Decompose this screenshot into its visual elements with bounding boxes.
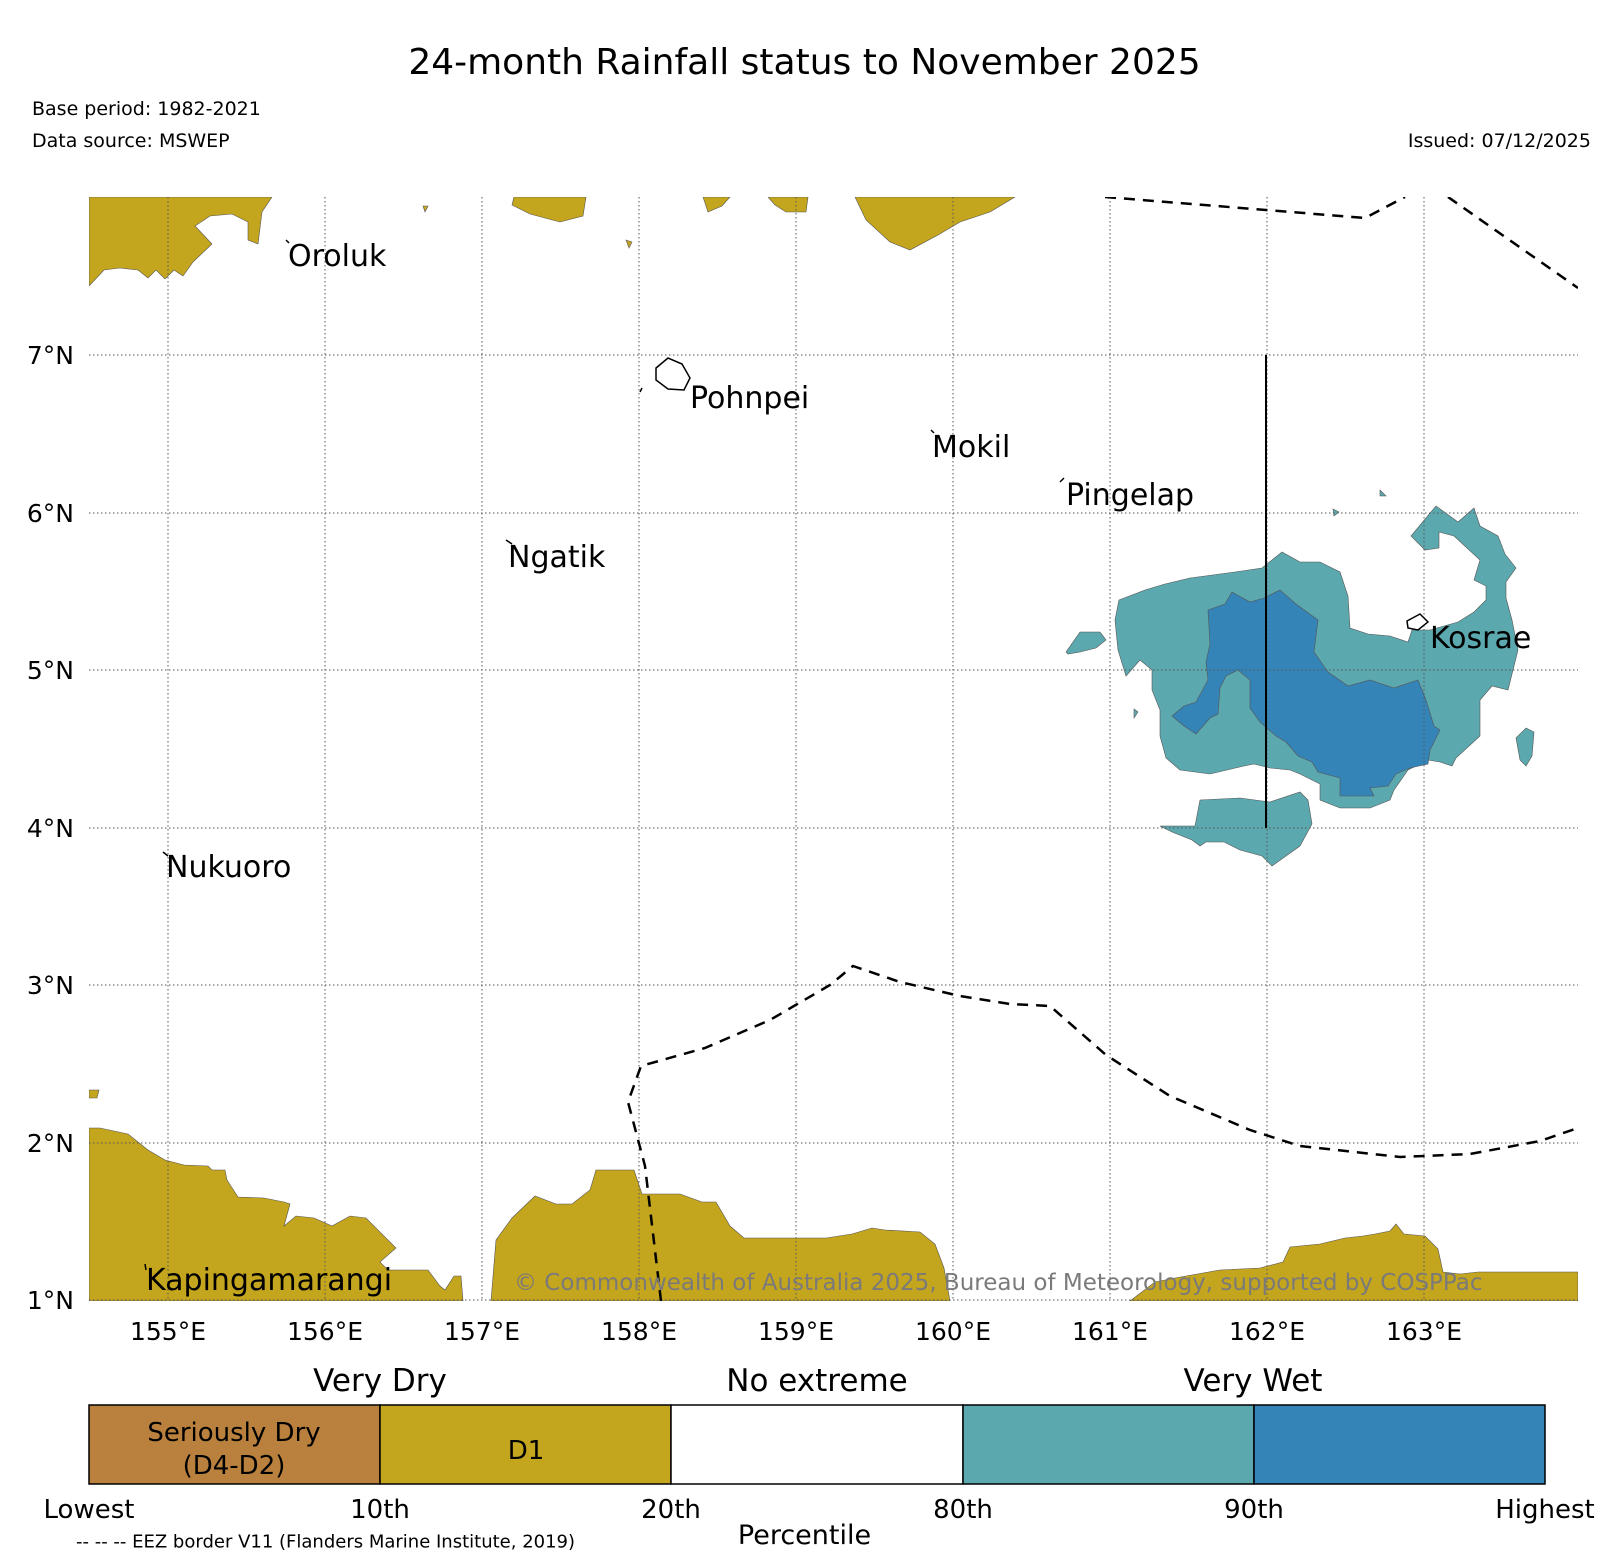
legend-header-no-extreme: No extreme xyxy=(726,1363,907,1399)
legend-box-d1 xyxy=(379,1404,672,1485)
kosrae-island-outline xyxy=(1406,613,1430,631)
legend-tick: 80th xyxy=(933,1495,993,1525)
legend-axis-title: Percentile xyxy=(737,1520,872,1551)
lon-label: 162°E xyxy=(1229,1317,1305,1346)
lon-label: 160°E xyxy=(915,1317,991,1346)
legend-box-seriously-dry xyxy=(88,1404,381,1485)
legend-box-very-wet xyxy=(1253,1404,1546,1485)
legend-tick: Lowest xyxy=(44,1495,135,1525)
place-label-kapingamarangi: Kapingamarangi xyxy=(146,1263,392,1298)
legend-header-very-dry: Very Dry xyxy=(313,1363,447,1399)
lat-label: 1°N xyxy=(27,1286,74,1315)
lon-label: 156°E xyxy=(287,1317,363,1346)
dry-region-south xyxy=(89,1089,1578,1301)
lat-label: 6°N xyxy=(27,499,74,528)
eez-border-note: -- -- -- EEZ border V11 (Flanders Marine… xyxy=(76,1531,576,1553)
legend-tick: 90th xyxy=(1224,1495,1284,1525)
place-label-mokil: Mokil xyxy=(932,430,1010,465)
legend-box-label: D1 xyxy=(508,1436,545,1466)
lon-label: 163°E xyxy=(1386,1317,1462,1346)
chart-title: 24-month Rainfall status to November 202… xyxy=(408,42,1201,83)
eez-borders xyxy=(626,197,1578,1301)
lon-label: 159°E xyxy=(758,1317,834,1346)
legend-box-no-extreme xyxy=(670,1404,964,1485)
dry-region-north xyxy=(89,197,1016,287)
legend-box-label: Seriously Dry xyxy=(147,1418,320,1448)
issued-date: Issued: 07/12/2025 xyxy=(1407,130,1591,152)
legend-box-label: (D4-D2) xyxy=(183,1451,286,1481)
data-source-note: Data source: MSWEP xyxy=(32,130,230,152)
longitude-axis: 155°E 156°E 157°E 158°E 159°E 160°E 161°… xyxy=(130,1317,1462,1346)
copyright-notice: © Commonwealth of Australia 2025, Bureau… xyxy=(514,1270,1483,1296)
lat-label: 5°N xyxy=(27,656,74,685)
place-label-ngatik: Ngatik xyxy=(508,540,606,575)
place-label-pingelap: Pingelap xyxy=(1066,478,1194,513)
place-label-pohnpei: Pohnpei xyxy=(690,381,809,416)
place-label-nukuoro: Nukuoro xyxy=(166,850,291,885)
legend-header-very-wet: Very Wet xyxy=(1184,1363,1323,1399)
place-label-oroluk: Oroluk xyxy=(288,239,387,274)
lon-label: 161°E xyxy=(1072,1317,1148,1346)
map-area: Oroluk Pohnpei Mokil Pingelap Ngatik Kos… xyxy=(89,197,1578,1301)
wet-region-90-plus xyxy=(1171,589,1441,797)
lat-label: 4°N xyxy=(27,814,74,843)
pohnpei-island-outline xyxy=(655,357,691,391)
lat-label: 7°N xyxy=(27,341,74,370)
legend-tick: 10th xyxy=(350,1495,410,1525)
lat-label: 2°N xyxy=(27,1129,74,1158)
legend: Very Dry No extreme Very Wet Seriously D… xyxy=(44,1363,1595,1525)
base-period-note: Base period: 1982-2021 xyxy=(32,98,261,120)
legend-tick: Highest xyxy=(1495,1495,1595,1525)
atoll-markers xyxy=(144,239,1065,1271)
legend-box-wet xyxy=(962,1404,1255,1485)
lon-label: 158°E xyxy=(601,1317,677,1346)
lat-label: 3°N xyxy=(27,971,74,1000)
place-label-kosrae: Kosrae xyxy=(1430,621,1531,656)
lon-label: 155°E xyxy=(130,1317,206,1346)
latitude-axis: 7°N 6°N 5°N 4°N 3°N 2°N 1°N xyxy=(27,341,74,1315)
legend-tick: 20th xyxy=(641,1495,701,1525)
lon-label: 157°E xyxy=(444,1317,520,1346)
